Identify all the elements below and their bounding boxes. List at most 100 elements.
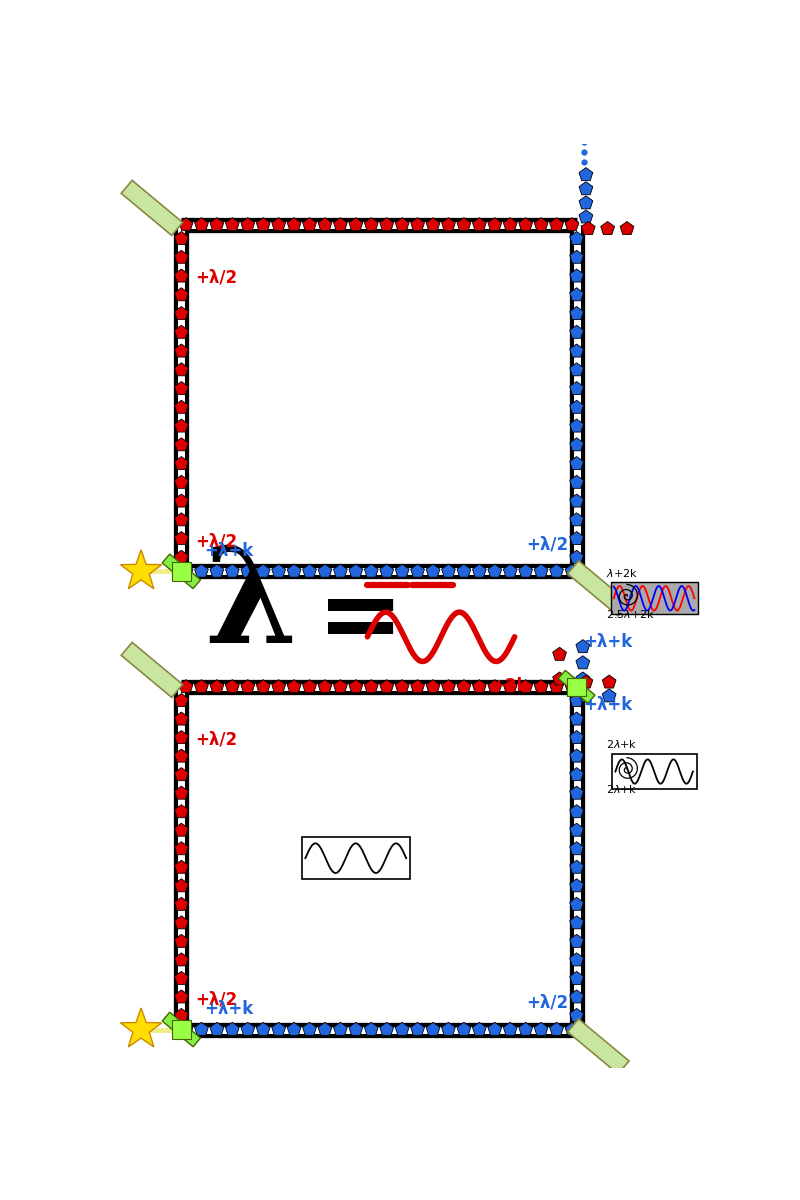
Polygon shape [122, 180, 182, 235]
Polygon shape [410, 564, 425, 577]
Polygon shape [287, 217, 301, 230]
Polygon shape [241, 679, 254, 692]
Polygon shape [174, 512, 188, 526]
Polygon shape [558, 671, 595, 703]
Polygon shape [565, 679, 579, 692]
Polygon shape [570, 953, 583, 966]
Polygon shape [565, 564, 579, 577]
Polygon shape [194, 217, 208, 230]
Polygon shape [601, 222, 614, 234]
Polygon shape [272, 679, 286, 692]
Polygon shape [503, 564, 517, 577]
Polygon shape [349, 217, 362, 230]
Polygon shape [570, 306, 583, 319]
Polygon shape [576, 655, 590, 668]
Polygon shape [568, 1019, 629, 1074]
Polygon shape [503, 1022, 517, 1036]
Polygon shape [174, 532, 188, 545]
Polygon shape [570, 551, 583, 563]
Polygon shape [349, 679, 362, 692]
Polygon shape [553, 672, 566, 685]
Polygon shape [488, 217, 502, 230]
Polygon shape [174, 494, 188, 508]
Polygon shape [570, 438, 583, 451]
Polygon shape [579, 676, 593, 688]
Polygon shape [318, 679, 332, 692]
Polygon shape [334, 217, 347, 230]
Polygon shape [256, 1022, 270, 1036]
Polygon shape [550, 564, 563, 577]
Text: +λ/2: +λ/2 [526, 535, 568, 553]
Polygon shape [179, 679, 193, 692]
Polygon shape [570, 971, 583, 984]
Bar [172, 562, 190, 581]
Polygon shape [602, 689, 616, 702]
Polygon shape [162, 554, 201, 589]
Polygon shape [570, 494, 583, 508]
Polygon shape [488, 1022, 502, 1036]
Polygon shape [302, 564, 317, 577]
Text: +λ+k: +λ+k [583, 696, 632, 714]
Polygon shape [302, 217, 317, 230]
Polygon shape [194, 564, 208, 577]
Polygon shape [570, 362, 583, 376]
Text: $\lambda$+2k: $\lambda$+2k [606, 566, 638, 578]
Polygon shape [579, 168, 593, 181]
Polygon shape [174, 456, 188, 469]
Polygon shape [570, 935, 583, 947]
Polygon shape [442, 1022, 455, 1036]
Text: +λ+k: +λ+k [583, 632, 632, 650]
Polygon shape [334, 564, 347, 577]
Bar [611, 755, 697, 788]
Polygon shape [302, 679, 317, 692]
Polygon shape [570, 251, 583, 263]
Polygon shape [570, 325, 583, 338]
Polygon shape [550, 679, 563, 692]
Polygon shape [570, 1008, 583, 1021]
Bar [567, 678, 586, 696]
Polygon shape [570, 456, 583, 469]
Polygon shape [570, 749, 583, 762]
Polygon shape [488, 679, 502, 692]
Polygon shape [442, 679, 455, 692]
Polygon shape [570, 532, 583, 545]
Polygon shape [287, 679, 301, 692]
Polygon shape [570, 269, 583, 282]
Polygon shape [518, 1022, 533, 1036]
Text: 2$\lambda$+k: 2$\lambda$+k [606, 784, 638, 796]
Polygon shape [318, 564, 332, 577]
Polygon shape [568, 560, 629, 616]
Text: 2.5$\lambda$+2k: 2.5$\lambda$+2k [606, 608, 655, 620]
Polygon shape [620, 222, 634, 234]
Text: 2$\lambda$+k: 2$\lambda$+k [606, 738, 638, 750]
Polygon shape [503, 217, 517, 230]
Polygon shape [579, 196, 593, 209]
Polygon shape [410, 1022, 425, 1036]
Polygon shape [174, 232, 188, 245]
Polygon shape [334, 679, 347, 692]
Polygon shape [174, 898, 188, 911]
Polygon shape [380, 679, 394, 692]
Polygon shape [570, 731, 583, 744]
Polygon shape [349, 1022, 362, 1036]
Polygon shape [457, 679, 471, 692]
Polygon shape [473, 217, 486, 230]
Polygon shape [602, 676, 616, 688]
Polygon shape [256, 679, 270, 692]
Polygon shape [174, 768, 188, 781]
Polygon shape [226, 217, 239, 230]
Polygon shape [241, 217, 254, 230]
Polygon shape [272, 1022, 286, 1036]
Polygon shape [570, 419, 583, 432]
Polygon shape [226, 564, 239, 577]
Polygon shape [426, 679, 440, 692]
Polygon shape [364, 679, 378, 692]
Polygon shape [380, 1022, 394, 1036]
Polygon shape [442, 217, 455, 230]
Polygon shape [579, 181, 593, 194]
Polygon shape [364, 564, 378, 577]
Polygon shape [256, 217, 270, 230]
Polygon shape [473, 1022, 486, 1036]
Polygon shape [210, 564, 224, 577]
Polygon shape [426, 217, 440, 230]
